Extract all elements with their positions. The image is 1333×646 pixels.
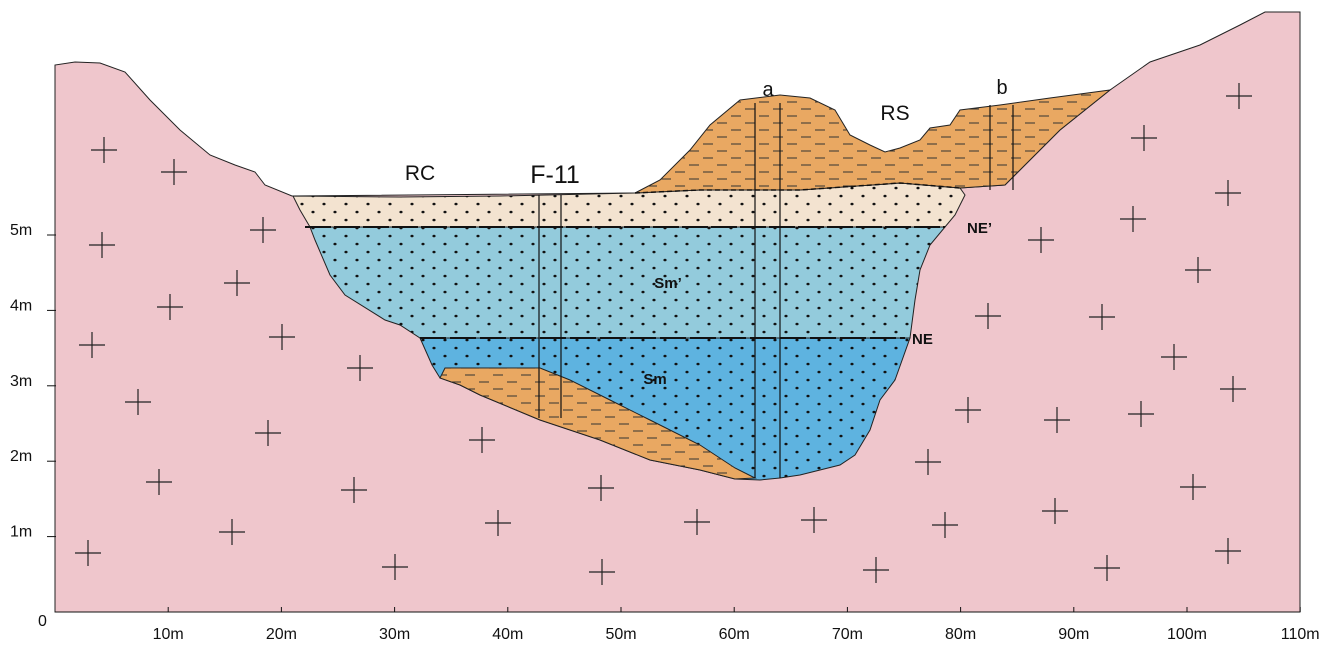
label-a: a (762, 79, 774, 101)
x-tick-label: 50m (605, 626, 636, 643)
x-tick-label: 80m (945, 626, 976, 643)
label-b: b (996, 77, 1007, 99)
label-ne: NE (912, 331, 933, 348)
x-tick-label: 90m (1058, 626, 1089, 643)
x-tick-label: 110m (1281, 626, 1320, 643)
label-f11: F-11 (530, 161, 580, 189)
y-tick-label: 1m (10, 524, 32, 541)
x-tick-label: 40m (492, 626, 523, 643)
sm-prime-dots (310, 227, 945, 338)
x-tick-label: 70m (832, 626, 863, 643)
y-tick-label: 2m (10, 448, 32, 465)
y-tick-label: 5m (10, 222, 32, 239)
sand-dots (293, 183, 965, 227)
cross-section: RC F-11 a RS b NE’ NE Sm’ Sm 0 1m 2m 3m 4m 5m… (0, 0, 1333, 646)
label-sm-prime: Sm’ (654, 275, 682, 292)
label-rs: RS (880, 102, 909, 125)
y-tick-label: 0 (38, 613, 47, 630)
y-tick-label: 4m (10, 297, 32, 314)
x-tick-label: 30m (379, 626, 410, 643)
label-sm: Sm (643, 371, 666, 388)
x-tick-label: 100m (1167, 626, 1207, 643)
x-tick-label: 10m (153, 626, 184, 643)
label-rc: RC (405, 162, 435, 185)
label-ne-prime: NE’ (967, 220, 992, 237)
x-tick-label: 60m (719, 626, 750, 643)
x-tick-label: 20m (266, 626, 297, 643)
y-tick-label: 3m (10, 373, 32, 390)
